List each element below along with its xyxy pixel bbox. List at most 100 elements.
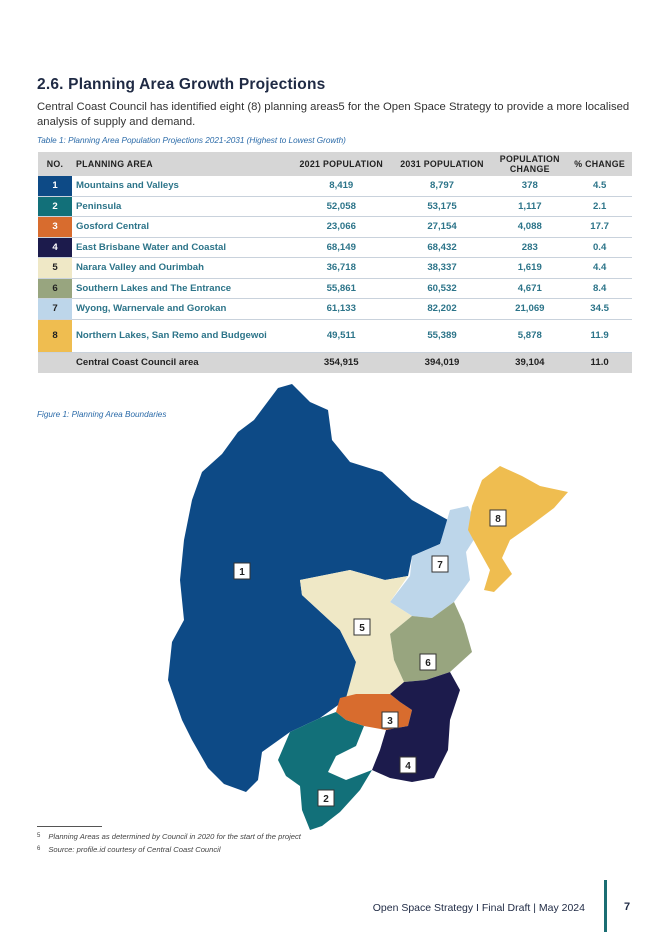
row-2021-population: 61,133 — [290, 298, 392, 320]
total-2031-population: 394,019 — [391, 352, 493, 373]
col-population-change-line1: POPULATION — [499, 154, 560, 164]
row-pct-change: 4.4 — [567, 257, 632, 279]
row-pct-change: 17.7 — [567, 216, 632, 238]
row-2031-population: 55,389 — [391, 319, 493, 353]
row-2031-population: 8,797 — [391, 176, 493, 197]
row-2021-population: 52,058 — [290, 196, 392, 217]
row-number: 7 — [38, 298, 72, 320]
page-number: 7 — [624, 901, 631, 913]
row-population-change: 21,069 — [492, 298, 568, 320]
table-row: 3 Gosford Central 23,066 27,154 4,088 17.7 — [38, 216, 632, 238]
footnote-mark: 6 — [37, 846, 41, 852]
map-labels: 1 2 3 4 5 6 7 8 — [233, 509, 507, 807]
intro-paragraph: Central Coast Council has identified eig… — [37, 101, 630, 128]
map-label-4: 4 — [405, 761, 411, 772]
table-row: 6 Southern Lakes and The Entrance 55,861 60… — [38, 278, 632, 299]
row-planning-area: Mountains and Valleys — [72, 176, 291, 197]
row-pct-change: 4.5 — [567, 176, 632, 197]
row-2021-population: 55,861 — [290, 278, 392, 299]
table-row: 7 Wyong, Warnervale and Gorokan 61,133 82,2… — [38, 298, 632, 320]
map-area-2 — [278, 712, 372, 830]
row-pct-change: 11.9 — [567, 319, 632, 353]
map-label-3: 3 — [387, 716, 393, 727]
row-population-change: 1,619 — [492, 257, 568, 279]
row-pct-change: 34.5 — [567, 298, 632, 320]
row-2031-population: 60,532 — [391, 278, 493, 299]
footer-text: Open Space Strategy I Final Draft | May … — [372, 902, 585, 914]
map-area-1 — [168, 384, 448, 792]
total-empty-cell — [38, 352, 72, 373]
col-planning-area: PLANNING AREA — [72, 152, 291, 176]
row-pct-change: 8.4 — [567, 278, 632, 299]
population-table: NO. PLANNING AREA 2021 POPULATION 2031 P… — [38, 152, 632, 373]
row-2021-population: 68,149 — [290, 237, 392, 258]
footnote-6: 6 Source: profile.id courtesy of Central … — [37, 843, 301, 856]
row-population-change: 283 — [492, 237, 568, 258]
total-planning-area: Central Coast Council area — [72, 352, 291, 373]
footnote-text: Source: profile.id courtesy of Central C… — [48, 845, 221, 854]
row-2031-population: 53,175 — [391, 196, 493, 217]
row-planning-area: East Brisbane Water and Coastal — [72, 237, 291, 258]
footnote-divider — [37, 826, 102, 827]
map-area-4 — [372, 672, 460, 782]
row-number: 4 — [38, 237, 72, 258]
row-2031-population: 38,337 — [391, 257, 493, 279]
map-svg: 1 2 3 4 5 6 7 8 — [168, 384, 568, 830]
row-population-change: 1,117 — [492, 196, 568, 217]
row-2021-population: 36,718 — [290, 257, 392, 279]
col-population-change-line2: CHANGE — [509, 164, 550, 174]
col-no: NO. — [38, 152, 72, 176]
row-planning-area: Southern Lakes and The Entrance — [72, 278, 291, 299]
row-number: 8 — [38, 319, 72, 353]
row-population-change: 5,878 — [492, 319, 568, 353]
row-2021-population: 23,066 — [290, 216, 392, 238]
row-planning-area: Gosford Central — [72, 216, 291, 238]
table-header-row: NO. PLANNING AREA 2021 POPULATION 2031 P… — [38, 152, 632, 176]
row-number: 2 — [38, 196, 72, 217]
map-label-1: 1 — [239, 567, 245, 578]
figure-caption: Figure 1: Planning Area Boundaries — [37, 410, 167, 419]
col-2031-population: 2031 POPULATION — [391, 152, 493, 176]
row-2021-population: 49,511 — [290, 319, 392, 353]
section-heading: 2.6. Planning Area Growth Projections — [37, 76, 326, 93]
table-total-row: Central Coast Council area 354,915 394,019… — [38, 352, 632, 373]
map-label-2: 2 — [323, 794, 329, 805]
table-row: 4 East Brisbane Water and Coastal 68,149 68… — [38, 237, 632, 258]
map-area-8 — [468, 466, 568, 592]
footnote-text: Planning Areas as determined by Council … — [48, 832, 301, 841]
row-2031-population: 82,202 — [391, 298, 493, 320]
row-population-change: 4,088 — [492, 216, 568, 238]
row-pct-change: 0.4 — [567, 237, 632, 258]
table-row: 5 Narara Valley and Ourimbah 36,718 38,337 1… — [38, 257, 632, 279]
table-caption: Table 1: Planning Area Population Projec… — [37, 136, 346, 145]
col-pct-change: % CHANGE — [567, 152, 632, 176]
row-population-change: 4,671 — [492, 278, 568, 299]
footnotes: 5 Planning Areas as determined by Council… — [37, 830, 301, 856]
table-row: 2 Peninsula 52,058 53,175 1,117 2.1 — [38, 196, 632, 217]
map-label-7: 7 — [437, 560, 443, 571]
row-2021-population: 8,419 — [290, 176, 392, 197]
row-planning-area: Peninsula — [72, 196, 291, 217]
footnote-5: 5 Planning Areas as determined by Council… — [37, 830, 301, 843]
map-area-6 — [390, 602, 472, 682]
table-row: 1 Mountains and Valleys 8,419 8,797 378 4.5 — [38, 176, 632, 197]
map-label-5: 5 — [359, 623, 365, 634]
planning-area-map: 1 2 3 4 5 6 7 8 — [150, 380, 590, 835]
total-population-change: 39,104 — [492, 352, 568, 373]
map-label-6: 6 — [425, 658, 431, 669]
row-planning-area: Narara Valley and Ourimbah — [72, 257, 291, 279]
row-population-change: 378 — [492, 176, 568, 197]
col-2021-population: 2021 POPULATION — [290, 152, 392, 176]
row-number: 5 — [38, 257, 72, 279]
row-2031-population: 68,432 — [391, 237, 493, 258]
footer-divider — [604, 880, 607, 932]
row-planning-area: Wyong, Warnervale and Gorokan — [72, 298, 291, 320]
row-number: 3 — [38, 216, 72, 238]
col-population-change: POPULATION CHANGE — [492, 152, 568, 176]
row-pct-change: 2.1 — [567, 196, 632, 217]
map-label-8: 8 — [495, 514, 501, 525]
total-2021-population: 354,915 — [290, 352, 392, 373]
row-planning-area: Northern Lakes, San Remo and Budgewoi — [72, 319, 291, 353]
footnote-mark: 5 — [37, 833, 41, 839]
row-number: 1 — [38, 176, 72, 197]
